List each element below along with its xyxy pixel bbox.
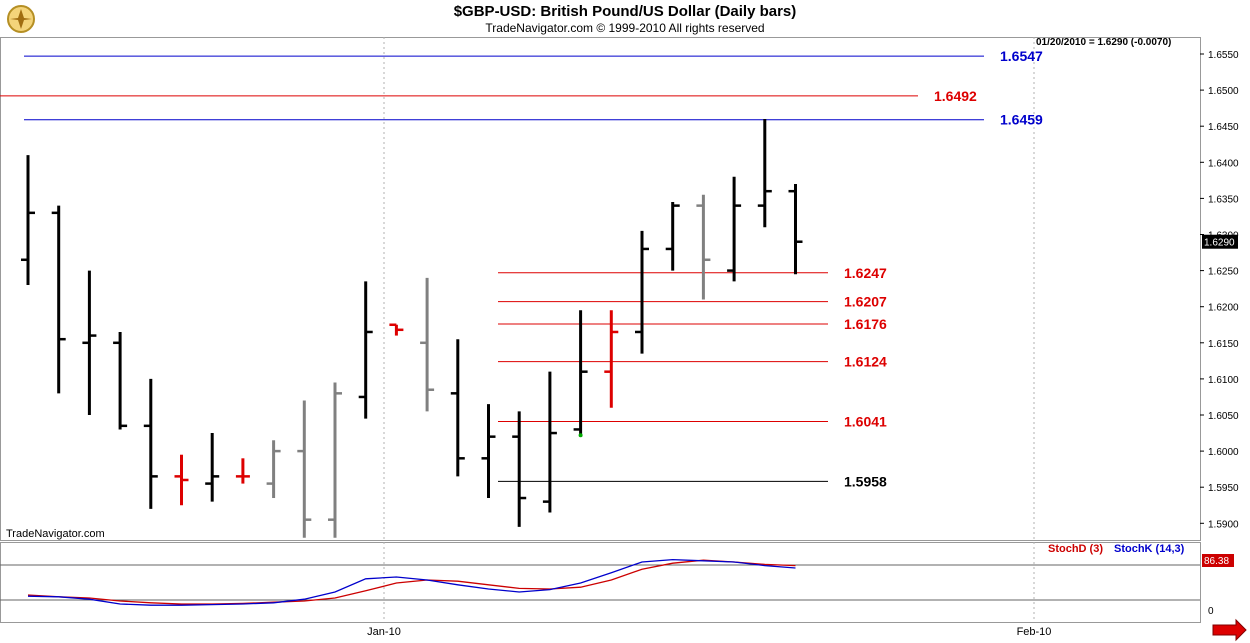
x-tick-label: Feb-10	[1017, 626, 1052, 638]
osc-panel-frame	[0, 542, 1201, 623]
level-label: 1.6547	[1000, 48, 1043, 64]
y-tick-label: 1.6050	[1208, 411, 1239, 422]
y-tick-label: 1.6350	[1208, 194, 1239, 205]
last-price-label: 1.6290	[1204, 238, 1235, 249]
level-label: 1.6176	[844, 316, 887, 332]
y-tick-label: 1.6000	[1208, 447, 1239, 458]
level-label: 1.6492	[934, 88, 977, 104]
osc-y-tick-label: 0	[1208, 606, 1214, 617]
y-tick-label: 1.5950	[1208, 483, 1239, 494]
y-tick-label: 1.6500	[1208, 86, 1239, 97]
osc-legend-stochd: StochD (3)	[1048, 543, 1103, 555]
signal-dot	[578, 433, 583, 438]
y-tick-label: 1.6450	[1208, 122, 1239, 133]
last-price-tag	[1202, 234, 1238, 249]
level-label: 1.5958	[844, 473, 887, 489]
chart-subtitle: TradeNavigator.com © 1999-2010 All right…	[485, 21, 765, 35]
chart-title: $GBP-USD: British Pound/US Dollar (Daily…	[453, 3, 797, 20]
y-tick-label: 1.6200	[1208, 303, 1239, 314]
y-tick-label: 1.6400	[1208, 158, 1239, 169]
scroll-right-arrow-icon[interactable]	[1212, 618, 1247, 642]
y-tick-label: 1.6550	[1208, 50, 1239, 61]
logo-icon	[6, 4, 36, 34]
y-tick-label: 1.6100	[1208, 375, 1239, 386]
osc-series-line	[27, 558, 796, 606]
osc-legend-stochk: StochK (14,3)	[1114, 543, 1185, 555]
osc-value-label: 86.38	[1204, 556, 1229, 567]
watermark: TradeNavigator.com	[6, 528, 105, 540]
level-label: 1.6459	[1000, 112, 1043, 128]
level-label: 1.6207	[844, 294, 887, 310]
main-panel-frame	[0, 37, 1201, 541]
y-tick-label: 1.5900	[1208, 519, 1239, 530]
y-tick-label: 1.6250	[1208, 267, 1239, 278]
osc-value-tag	[1202, 554, 1234, 567]
level-label: 1.6041	[844, 413, 887, 429]
level-label: 1.6124	[844, 354, 887, 370]
osc-series-line	[27, 559, 796, 605]
level-label: 1.6247	[844, 265, 887, 281]
y-tick-label: 1.6150	[1208, 339, 1239, 350]
price-readout: 01/20/2010 = 1.6290 (-0.0070)	[1036, 37, 1172, 48]
x-tick-label: Jan-10	[367, 626, 401, 638]
